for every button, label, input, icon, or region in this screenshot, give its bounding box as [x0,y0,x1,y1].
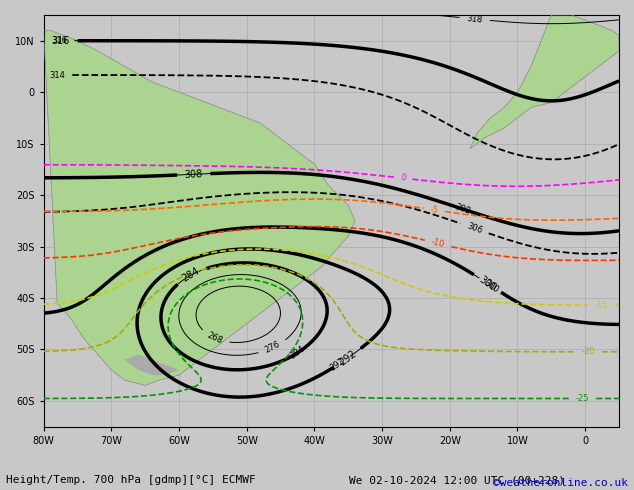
Text: 316: 316 [52,36,70,46]
Text: -10: -10 [430,237,446,249]
Text: Height/Temp. 700 hPa [gdmp][°C] ECMWF: Height/Temp. 700 hPa [gdmp][°C] ECMWF [6,475,256,485]
Text: 314: 314 [49,71,65,79]
Text: 284: 284 [181,266,202,284]
Polygon shape [125,355,179,375]
Text: 276: 276 [264,340,281,355]
Text: -5: -5 [429,205,439,215]
Text: 292: 292 [337,348,358,368]
Text: 300: 300 [482,278,501,294]
Text: 0: 0 [400,173,406,183]
Text: 316: 316 [51,36,67,45]
Text: 306: 306 [465,221,484,235]
Text: 308: 308 [454,202,472,216]
Text: 292: 292 [329,356,347,373]
Text: 284: 284 [288,344,307,361]
Text: 268: 268 [206,331,224,346]
Text: -25: -25 [576,394,589,403]
Text: We 02-10-2024 12:00 UTC (00+228): We 02-10-2024 12:00 UTC (00+228) [349,475,565,485]
Polygon shape [470,15,619,149]
Text: 318: 318 [466,14,483,24]
Text: -20: -20 [581,347,595,356]
Text: ©weatheronline.co.uk: ©weatheronline.co.uk [493,478,628,488]
Text: 308: 308 [184,169,203,180]
Text: -15: -15 [595,301,609,310]
Polygon shape [44,30,355,386]
Text: 300: 300 [477,274,498,293]
